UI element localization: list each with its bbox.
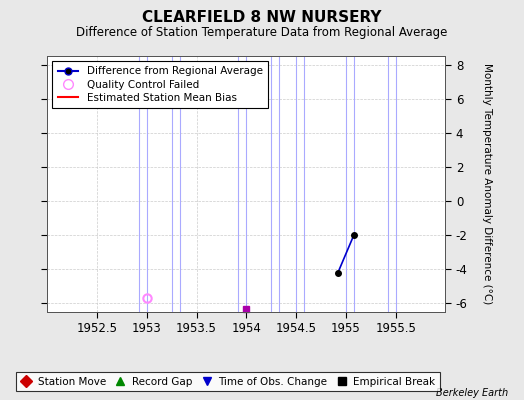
Legend: Difference from Regional Average, Quality Control Failed, Estimated Station Mean: Difference from Regional Average, Qualit… xyxy=(52,61,268,108)
Legend: Station Move, Record Gap, Time of Obs. Change, Empirical Break: Station Move, Record Gap, Time of Obs. C… xyxy=(16,372,440,391)
Text: Berkeley Earth: Berkeley Earth xyxy=(436,388,508,398)
Y-axis label: Monthly Temperature Anomaly Difference (°C): Monthly Temperature Anomaly Difference (… xyxy=(482,63,492,305)
Text: Difference of Station Temperature Data from Regional Average: Difference of Station Temperature Data f… xyxy=(77,26,447,39)
Text: CLEARFIELD 8 NW NURSERY: CLEARFIELD 8 NW NURSERY xyxy=(142,10,382,25)
